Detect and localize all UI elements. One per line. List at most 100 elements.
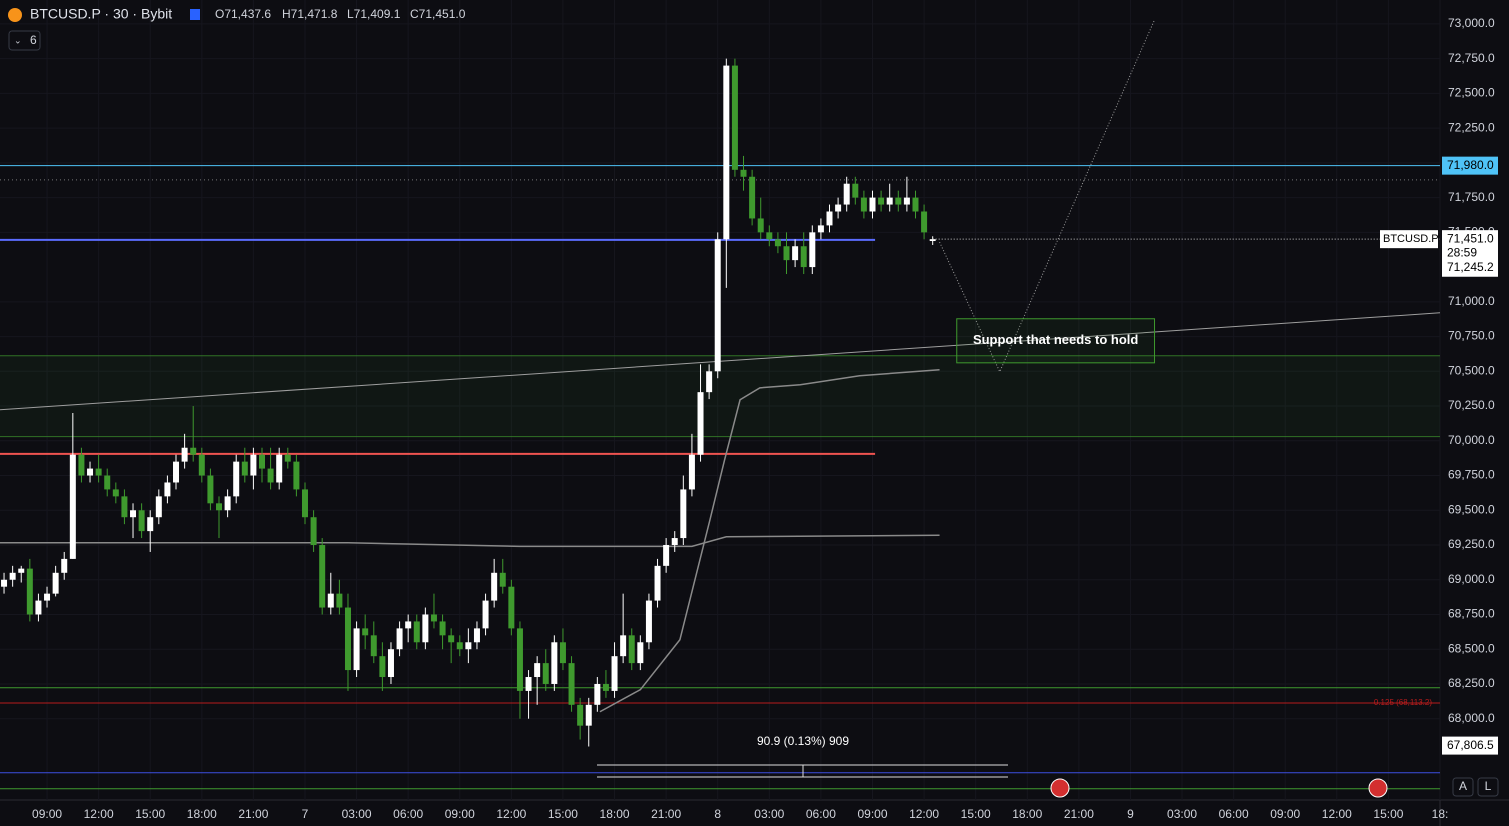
event-icon[interactable] <box>1050 778 1070 798</box>
candle-body <box>663 545 670 566</box>
symbol: BTCUSD.P · 30 · Bybit <box>30 6 172 22</box>
ohlc-close: C71,451.0 <box>410 7 466 21</box>
candle-body <box>224 496 231 511</box>
candle-body <box>293 461 300 490</box>
indicators-count[interactable]: 6 <box>30 33 37 47</box>
event-icon[interactable] <box>1368 778 1388 798</box>
x-tick-label: 12:00 <box>1322 807 1352 821</box>
log-label[interactable]: L <box>1485 779 1492 793</box>
price-label: 71,980.0 <box>1447 158 1494 172</box>
candle-body <box>422 614 429 643</box>
candle-body <box>835 204 842 212</box>
candle-body <box>714 239 721 372</box>
chevron[interactable]: ⌄ <box>14 35 22 45</box>
x-tick-label: 9 <box>1127 807 1134 821</box>
annotation-box <box>956 318 1156 364</box>
indicators-button[interactable] <box>8 30 41 51</box>
candle-body <box>628 635 635 664</box>
x-tick-label: 15:00 <box>1373 807 1403 821</box>
y-tick-label: 69,250.0 <box>1448 537 1495 551</box>
candle-body <box>276 454 283 483</box>
candle-body <box>585 704 592 726</box>
candle-body <box>542 663 549 684</box>
y-tick-label: 69,750.0 <box>1448 468 1495 482</box>
candle-body <box>895 197 902 205</box>
candle-body <box>104 475 111 490</box>
candle-body <box>903 197 910 205</box>
candle-body <box>852 183 859 198</box>
x-tick-label: 8 <box>714 807 721 821</box>
candle-body <box>869 197 876 212</box>
candle-body <box>645 600 652 643</box>
candle-body <box>155 496 162 518</box>
candle-body <box>809 232 816 268</box>
countdown: 28:59 <box>1447 245 1477 259</box>
candle-body <box>568 663 575 705</box>
y-tick-label: 69,000.0 <box>1448 572 1495 586</box>
candle-body <box>826 211 833 226</box>
candle-body <box>516 628 523 691</box>
candle-body <box>757 218 764 233</box>
annotation-text: Support that needs to hold <box>973 332 1138 347</box>
candle-body <box>130 510 137 518</box>
x-tick-label: 7 <box>302 807 309 821</box>
y-tick-label: 70,250.0 <box>1448 398 1495 412</box>
candle-body <box>912 197 919 212</box>
x-tick-label: 12:00 <box>496 807 526 821</box>
x-tick-label: 15:00 <box>548 807 578 821</box>
candle-body <box>327 593 334 608</box>
candle-body <box>482 600 489 629</box>
candle-body <box>473 628 480 643</box>
x-tick-label: 09:00 <box>857 807 887 821</box>
candle-body <box>181 447 188 462</box>
x-tick-label: 03:00 <box>1167 807 1197 821</box>
x-tick-label: 21:00 <box>651 807 681 821</box>
candle-body <box>706 371 713 393</box>
candle-body <box>525 677 532 691</box>
candle-body <box>654 565 661 601</box>
candle-body <box>508 586 515 629</box>
projection-path <box>939 19 1155 373</box>
ohlc-low: L71,409.1 <box>347 7 401 21</box>
x-tick-label: 09:00 <box>1270 807 1300 821</box>
log-button[interactable] <box>1477 777 1499 797</box>
candle-body <box>173 461 180 483</box>
candle-body <box>78 454 85 476</box>
candle-body <box>9 572 16 580</box>
candle-body <box>774 239 781 247</box>
symbol-label: BTCUSD.P <box>1383 233 1439 245</box>
candle-body <box>430 614 437 622</box>
auto-button[interactable] <box>1452 777 1474 797</box>
candle-body <box>52 572 59 594</box>
auto-label[interactable]: A <box>1459 779 1467 793</box>
candle-body <box>87 468 94 476</box>
y-tick-label: 72,750.0 <box>1448 51 1495 65</box>
y-tick-label: 71,750.0 <box>1448 190 1495 204</box>
candle-body <box>499 572 506 587</box>
candle-body <box>258 454 265 469</box>
candle-body <box>250 454 257 476</box>
candle-body <box>379 656 386 678</box>
y-tick-label: 68,750.0 <box>1448 607 1495 621</box>
x-tick-label: 18:00 <box>187 807 217 821</box>
candle-body <box>26 568 33 615</box>
y-tick-label: 68,500.0 <box>1448 641 1495 655</box>
candle-body <box>233 461 240 497</box>
candle-body <box>405 621 412 629</box>
candle-body <box>491 572 498 601</box>
x-tick-label: 03:00 <box>342 807 372 821</box>
candle-body <box>577 704 584 726</box>
x-tick-label: 12:00 <box>909 807 939 821</box>
fib-label: 0.125 (68,113.2) <box>1374 698 1432 707</box>
candle-body <box>740 169 747 177</box>
x-tick-label: 12:00 <box>84 807 114 821</box>
x-tick-label: 03:00 <box>754 807 784 821</box>
candle-body <box>344 607 351 671</box>
candle-body <box>680 489 687 539</box>
candle-body <box>207 475 214 504</box>
candle-body <box>766 232 773 240</box>
candle-body <box>792 246 799 261</box>
candle-body <box>843 183 850 205</box>
x-tick-label: 15:00 <box>961 807 991 821</box>
